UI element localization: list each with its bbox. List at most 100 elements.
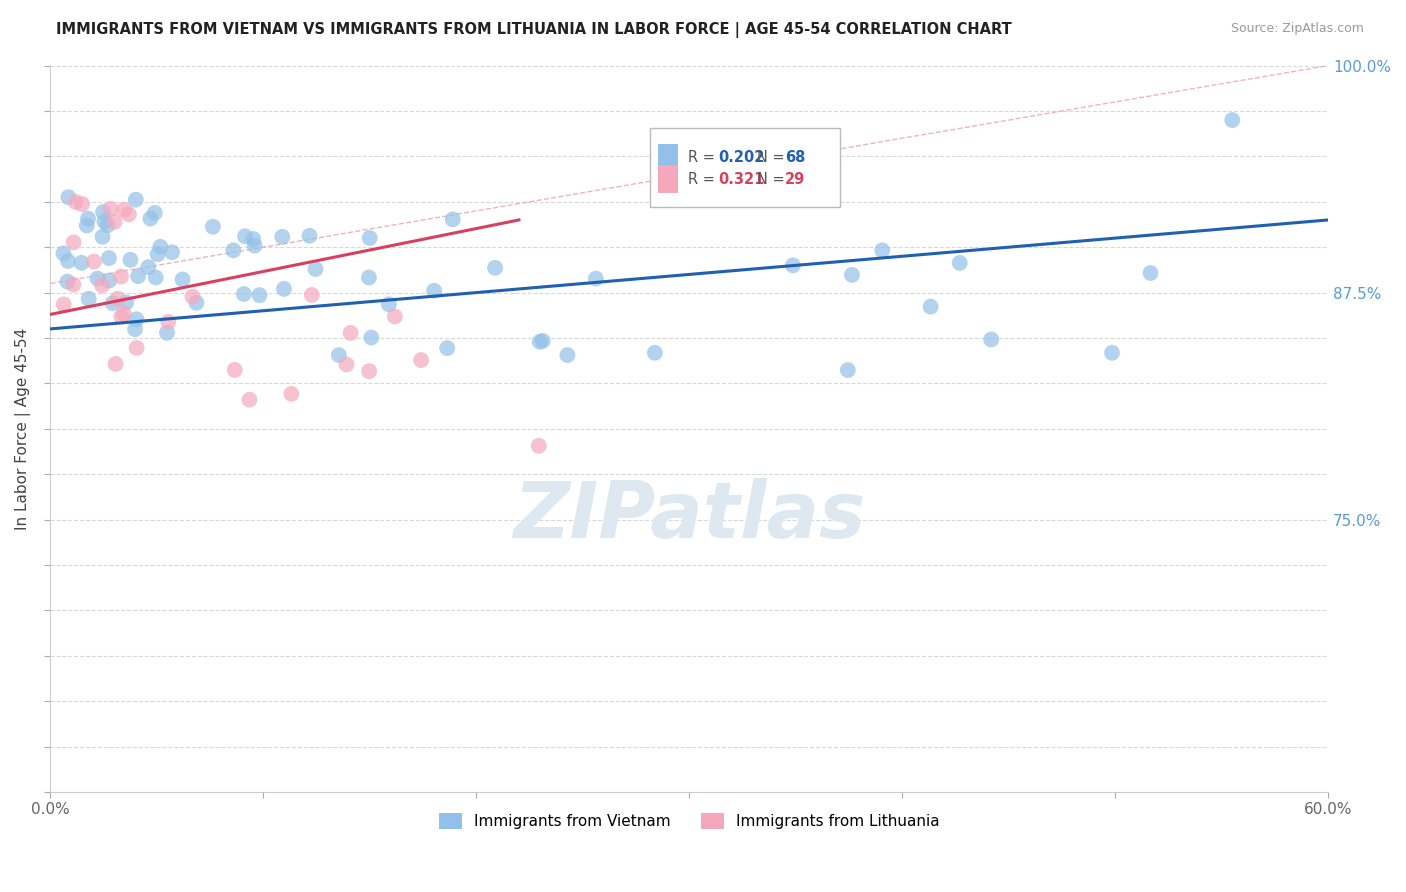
Point: [62, 235, 84, 250]
Point: [76, 219, 98, 233]
Point: [143, 206, 166, 220]
Point: [93, 214, 115, 228]
Point: [110, 310, 132, 324]
Point: [273, 282, 295, 296]
Point: [125, 312, 148, 326]
Point: [91, 229, 114, 244]
Point: [1101, 346, 1123, 360]
Point: [232, 287, 254, 301]
Point: [920, 300, 942, 314]
Point: [249, 288, 271, 302]
Text: 68: 68: [785, 151, 806, 165]
Point: [384, 310, 406, 324]
Point: [242, 232, 264, 246]
Point: [146, 247, 169, 261]
Point: [112, 307, 135, 321]
Text: Source: ZipAtlas.com: Source: ZipAtlas.com: [1230, 22, 1364, 36]
Point: [124, 322, 146, 336]
Y-axis label: In Labor Force | Age 45-54: In Labor Force | Age 45-54: [15, 327, 31, 530]
Point: [125, 193, 148, 207]
Point: [110, 269, 132, 284]
Point: [91, 205, 114, 219]
Point: [359, 364, 381, 378]
Point: [98, 251, 121, 265]
Point: [557, 348, 579, 362]
Point: [86, 271, 108, 285]
Point: [160, 245, 183, 260]
Point: [222, 244, 245, 258]
Point: [104, 357, 127, 371]
Point: [56, 275, 79, 289]
Point: [149, 240, 172, 254]
Point: [238, 392, 260, 407]
Point: [115, 295, 138, 310]
Point: [201, 219, 224, 234]
Point: [157, 315, 180, 329]
Point: [100, 202, 122, 216]
Point: [172, 272, 194, 286]
Point: [782, 259, 804, 273]
Point: [70, 256, 93, 270]
Text: R =: R =: [688, 171, 720, 186]
Point: [98, 274, 121, 288]
Point: [120, 252, 142, 267]
Point: [181, 289, 204, 303]
Text: N =: N =: [756, 151, 789, 165]
Point: [91, 278, 114, 293]
Point: [104, 215, 127, 229]
Point: [52, 297, 75, 311]
Point: [644, 345, 666, 359]
Point: [125, 341, 148, 355]
Point: [1220, 113, 1243, 128]
Point: [360, 330, 382, 344]
Legend: Immigrants from Vietnam, Immigrants from Lithuania: Immigrants from Vietnam, Immigrants from…: [433, 807, 946, 835]
Point: [65, 195, 87, 210]
Point: [411, 353, 433, 368]
Point: [186, 295, 208, 310]
Point: [145, 270, 167, 285]
Point: [359, 231, 381, 245]
Text: 0.321: 0.321: [718, 171, 765, 186]
Point: [1139, 266, 1161, 280]
Point: [112, 202, 135, 217]
Point: [118, 207, 141, 221]
Text: N =: N =: [756, 171, 789, 186]
Point: [52, 246, 75, 260]
Point: [335, 358, 357, 372]
Point: [70, 197, 93, 211]
Point: [436, 341, 458, 355]
Point: [139, 211, 162, 226]
Point: [378, 297, 401, 311]
Point: [298, 228, 321, 243]
Point: [77, 292, 100, 306]
Point: [233, 229, 256, 244]
Point: [58, 190, 80, 204]
Point: [83, 254, 105, 268]
Point: [980, 333, 1002, 347]
Text: 0.202: 0.202: [718, 151, 765, 165]
Text: IMMIGRANTS FROM VIETNAM VS IMMIGRANTS FROM LITHUANIA IN LABOR FORCE | AGE 45-54 : IMMIGRANTS FROM VIETNAM VS IMMIGRANTS FR…: [56, 22, 1012, 38]
Point: [357, 270, 380, 285]
Point: [837, 363, 859, 377]
Point: [97, 218, 120, 232]
Point: [107, 292, 129, 306]
Point: [301, 288, 323, 302]
Text: R =: R =: [688, 151, 720, 165]
Point: [127, 269, 149, 284]
Text: 29: 29: [785, 171, 806, 186]
Text: ZIPatlas: ZIPatlas: [513, 478, 866, 554]
Point: [423, 284, 446, 298]
Point: [841, 268, 863, 282]
Point: [441, 212, 464, 227]
Point: [529, 334, 551, 349]
Point: [328, 348, 350, 362]
Point: [949, 256, 972, 270]
Point: [136, 260, 159, 274]
Point: [77, 211, 100, 226]
Point: [872, 244, 894, 258]
Point: [280, 387, 302, 401]
Point: [585, 271, 607, 285]
Point: [224, 363, 246, 377]
Point: [339, 326, 361, 340]
Point: [101, 296, 124, 310]
